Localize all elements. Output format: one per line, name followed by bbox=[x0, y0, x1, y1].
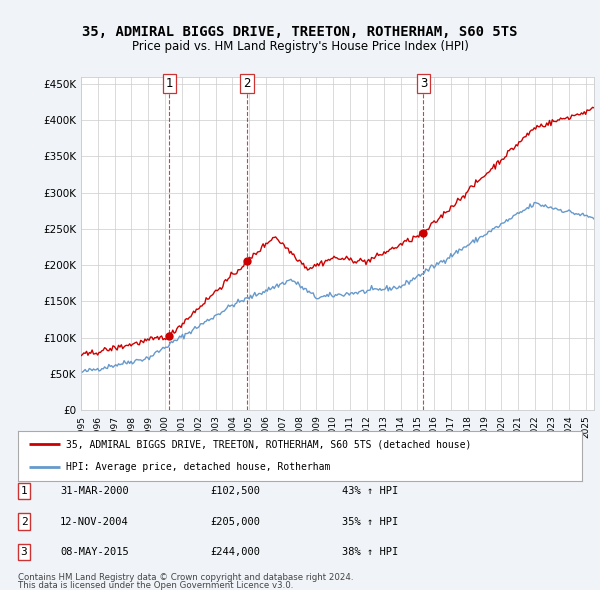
Text: 3: 3 bbox=[420, 77, 427, 90]
Text: £102,500: £102,500 bbox=[210, 486, 260, 496]
Text: Price paid vs. HM Land Registry's House Price Index (HPI): Price paid vs. HM Land Registry's House … bbox=[131, 40, 469, 53]
Text: 43% ↑ HPI: 43% ↑ HPI bbox=[342, 486, 398, 496]
Text: HPI: Average price, detached house, Rotherham: HPI: Average price, detached house, Roth… bbox=[66, 463, 331, 473]
Text: Contains HM Land Registry data © Crown copyright and database right 2024.: Contains HM Land Registry data © Crown c… bbox=[18, 572, 353, 582]
Text: £244,000: £244,000 bbox=[210, 548, 260, 557]
Text: 2: 2 bbox=[243, 77, 251, 90]
Text: 38% ↑ HPI: 38% ↑ HPI bbox=[342, 548, 398, 557]
Text: 12-NOV-2004: 12-NOV-2004 bbox=[60, 517, 129, 526]
Text: 35, ADMIRAL BIGGS DRIVE, TREETON, ROTHERHAM, S60 5TS: 35, ADMIRAL BIGGS DRIVE, TREETON, ROTHER… bbox=[82, 25, 518, 40]
Text: 35% ↑ HPI: 35% ↑ HPI bbox=[342, 517, 398, 526]
Text: 08-MAY-2015: 08-MAY-2015 bbox=[60, 548, 129, 557]
Text: 35, ADMIRAL BIGGS DRIVE, TREETON, ROTHERHAM, S60 5TS (detached house): 35, ADMIRAL BIGGS DRIVE, TREETON, ROTHER… bbox=[66, 439, 472, 449]
Text: This data is licensed under the Open Government Licence v3.0.: This data is licensed under the Open Gov… bbox=[18, 581, 293, 590]
Text: 31-MAR-2000: 31-MAR-2000 bbox=[60, 486, 129, 496]
Text: 3: 3 bbox=[20, 548, 28, 557]
Text: £205,000: £205,000 bbox=[210, 517, 260, 526]
Text: 1: 1 bbox=[20, 486, 28, 496]
Text: 2: 2 bbox=[20, 517, 28, 526]
Text: 1: 1 bbox=[166, 77, 173, 90]
